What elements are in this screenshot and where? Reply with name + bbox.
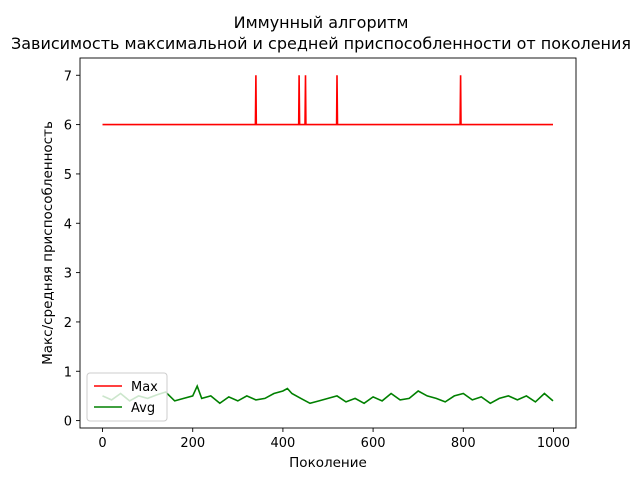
y-tick-label: 2 <box>64 316 72 331</box>
y-axis-label: Макс/средняя приспособленность <box>40 121 56 365</box>
y-axis: 0 1 2 3 4 5 6 7 <box>64 69 80 430</box>
y-tick-label: 5 <box>64 168 72 183</box>
avg-series-line <box>102 384 554 405</box>
chart-subtitle: Зависимость максимальной и средней присп… <box>11 34 631 53</box>
x-tick-label: 800 <box>451 436 476 451</box>
y-tick-label: 0 <box>64 415 72 430</box>
legend-avg-label: Avg <box>131 401 155 416</box>
x-tick-label: 600 <box>361 436 386 451</box>
legend-box <box>86 372 168 422</box>
y-tick-label: 3 <box>64 267 72 282</box>
plot-area <box>102 75 554 405</box>
y-tick-label: 6 <box>64 119 72 134</box>
x-tick-label: 0 <box>98 436 106 451</box>
x-tick-label: 200 <box>180 436 205 451</box>
chart-title: Иммунный алгоритм <box>234 13 409 32</box>
y-tick-label: 4 <box>64 217 72 232</box>
x-tick-label: 400 <box>270 436 295 451</box>
max-series-line <box>102 75 553 126</box>
y-tick-label: 7 <box>64 69 72 84</box>
legend-max-label: Max <box>131 380 158 395</box>
plot-frame <box>79 57 577 429</box>
y-tick-label: 1 <box>64 365 72 380</box>
x-axis-label: Поколение <box>289 455 367 471</box>
x-axis: 0 200 400 600 800 1000 <box>98 428 570 451</box>
legend: Max Avg <box>86 372 168 422</box>
x-tick-label: 1000 <box>537 436 570 451</box>
